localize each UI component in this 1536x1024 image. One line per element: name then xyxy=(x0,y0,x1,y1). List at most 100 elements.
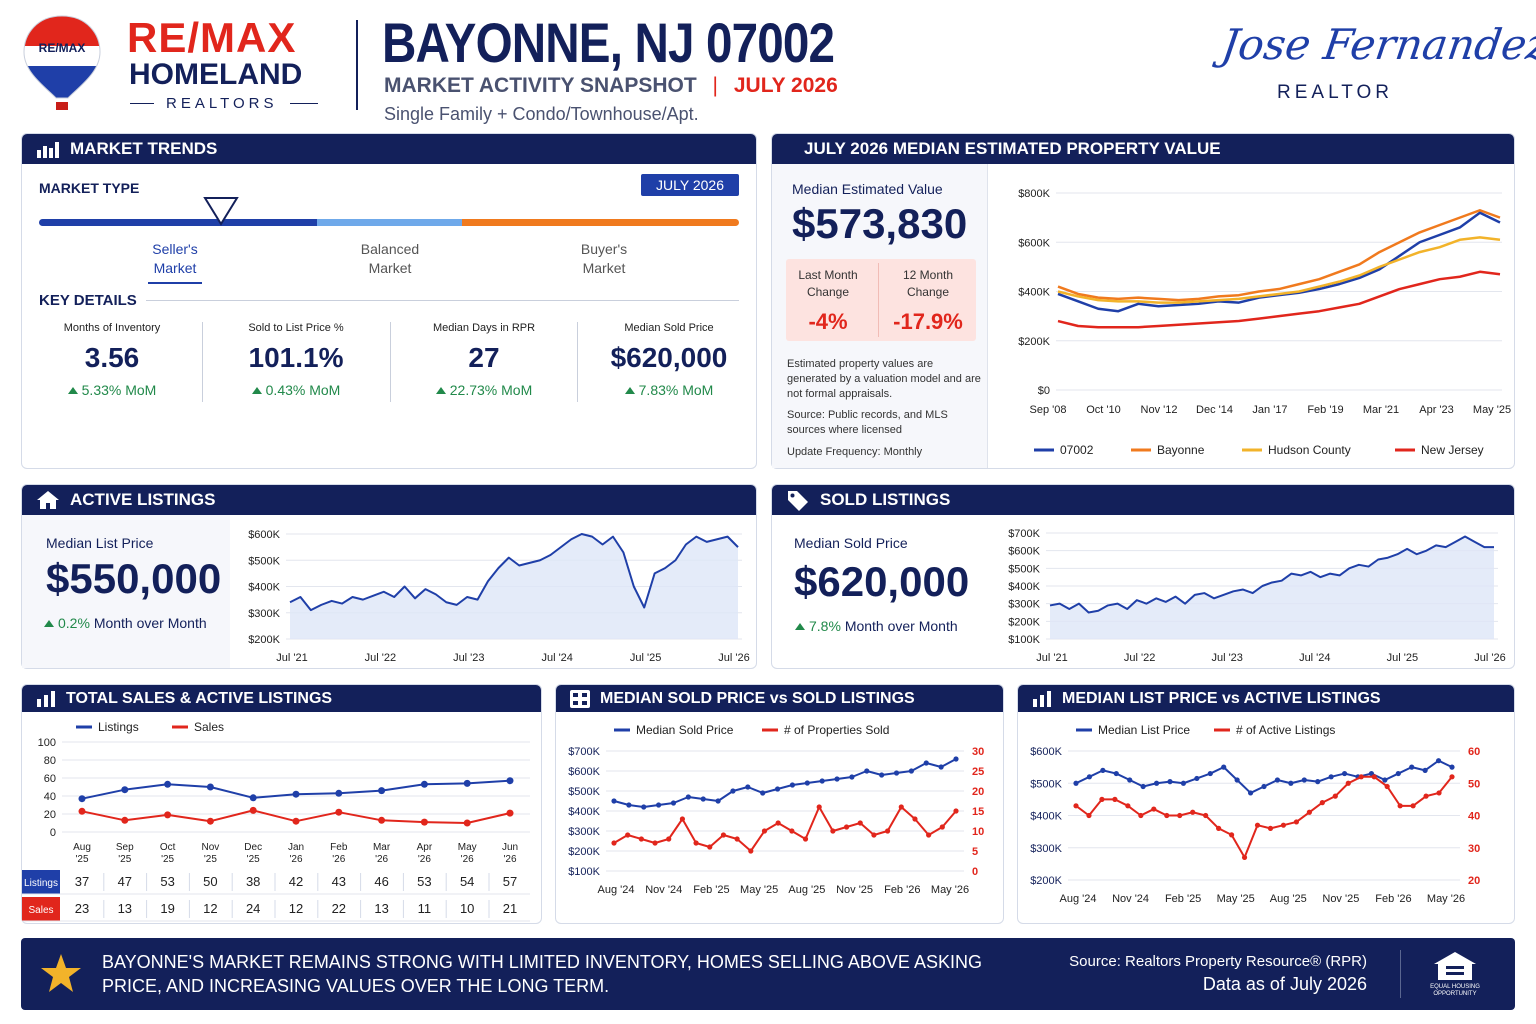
detail-title: Median Days in RPR xyxy=(432,322,536,334)
total-sales-title: TOTAL SALES & ACTIVE LISTINGS xyxy=(66,689,333,707)
x-tick-label: Feb '26 xyxy=(1375,893,1411,905)
data-point xyxy=(1435,758,1442,764)
data-point xyxy=(1125,803,1131,809)
series-line xyxy=(613,758,957,808)
x-tick-label: May xyxy=(458,842,477,853)
data-point xyxy=(804,780,810,786)
data-point xyxy=(734,836,740,842)
table-cell: 46 xyxy=(374,874,388,889)
data-point xyxy=(775,820,781,826)
x-tick-label: Dec xyxy=(244,842,262,853)
up-arrow-icon xyxy=(795,623,805,630)
y-tick-label: $0 xyxy=(1038,385,1050,397)
sold-listings-header: SOLD LISTINGS xyxy=(772,485,1514,515)
table-cell: 23 xyxy=(75,901,89,916)
y-tick-label: $700K xyxy=(568,746,600,758)
y-tick-label: $300K xyxy=(248,608,280,620)
brand-homeland: HOMELAND xyxy=(129,58,303,91)
data-point xyxy=(816,804,822,810)
valuation-note: Estimated property values are generated … xyxy=(787,358,981,400)
y2-tick-label: 40 xyxy=(1468,811,1480,823)
y-tick-label: $300K xyxy=(1030,843,1062,855)
data-point xyxy=(1228,832,1235,838)
detail-value: 101.1% xyxy=(248,342,344,373)
x-tick-label: '26 xyxy=(332,854,345,865)
y-tick-label: $800K xyxy=(1018,188,1050,200)
data-point xyxy=(1203,812,1209,819)
detail-value: $620,000 xyxy=(610,342,728,373)
data-point xyxy=(1138,812,1144,819)
detail-change-text: 7.83% MoM xyxy=(638,382,714,398)
y-tick-label: $200K xyxy=(248,634,280,646)
data-point xyxy=(871,832,877,838)
x-tick-label: Jul '26 xyxy=(718,652,749,664)
x-tick-label: Nov '24 xyxy=(645,884,682,896)
data-point xyxy=(893,770,900,776)
page-segment: Single Family + Condo/Townhouse/Apt. xyxy=(384,104,699,124)
active-listings-header: ACTIVE LISTINGS xyxy=(22,485,756,515)
data-point xyxy=(121,786,129,794)
y-tick-label: 20 xyxy=(44,809,56,821)
data-point xyxy=(1319,800,1325,806)
key-details-label: KEY DETAILS xyxy=(39,292,137,309)
data-point xyxy=(506,809,514,817)
data-point xyxy=(1167,779,1173,785)
x-tick-label: Feb '25 xyxy=(1165,893,1201,905)
detail-change: 0.43% MoM xyxy=(221,382,371,398)
y2-tick-label: 30 xyxy=(972,746,984,758)
y2-tick-label: 20 xyxy=(972,786,984,798)
footer-message: BAYONNE'S MARKET REMAINS STRONG WITH LIM… xyxy=(102,952,982,996)
series-line xyxy=(289,533,739,612)
property-value-chart: $800K $600K $400K $200K $0 Sep '08 Oct '10 Nov … xyxy=(1018,188,1511,457)
y-tick-label: 40 xyxy=(44,791,56,803)
data-point xyxy=(1371,774,1377,780)
detail-title: Sold to List Price % xyxy=(248,322,344,334)
change-box-divider xyxy=(878,263,879,337)
data-point xyxy=(898,804,904,810)
data-point xyxy=(843,824,850,830)
median-list-change: 0.2% Month over Month xyxy=(44,615,207,631)
legend-label: Bayonne xyxy=(1157,443,1205,457)
table-cell: 19 xyxy=(160,901,174,916)
footer-asof: Data as of July 2026 xyxy=(1202,974,1367,994)
series-line-bayonne xyxy=(1057,208,1501,302)
data-point xyxy=(78,795,86,803)
data-point xyxy=(923,760,929,766)
row-header-label: Sales xyxy=(28,905,53,916)
data-point xyxy=(1180,780,1187,786)
x-tick-label: Nov '12 xyxy=(1141,404,1178,416)
brand-remax: RE/MAX xyxy=(127,14,297,61)
y-tick-label: $400K xyxy=(1018,287,1050,299)
data-point xyxy=(1221,764,1227,770)
data-point xyxy=(335,789,343,797)
data-point xyxy=(1449,774,1455,780)
detail-change: 22.73% MoM xyxy=(409,382,559,398)
data-point xyxy=(939,824,945,830)
data-point xyxy=(700,796,706,802)
data-point xyxy=(1100,767,1106,773)
median-estimated-value: $573,830 xyxy=(792,200,968,247)
data-point xyxy=(378,816,386,824)
data-point xyxy=(730,788,736,794)
x-tick-label: '25 xyxy=(75,854,88,865)
data-point xyxy=(378,787,386,795)
page-period: JULY 2026 xyxy=(733,74,838,97)
y-tick-label: $500K xyxy=(248,555,280,567)
page-title: BAYONNE, NJ 07002 xyxy=(382,11,835,74)
data-point xyxy=(1382,777,1388,783)
total-sales-header: TOTAL SALES & ACTIVE LISTINGS xyxy=(22,685,541,712)
twelve-month-value: -17.9% xyxy=(893,309,963,334)
data-point xyxy=(1436,790,1442,796)
data-point xyxy=(679,816,685,822)
seller-market-underline xyxy=(148,282,202,284)
data-point xyxy=(1177,812,1183,819)
table-cell: 12 xyxy=(289,901,303,916)
data-point xyxy=(1086,774,1093,780)
x-tick-label: Feb xyxy=(330,842,348,853)
last-month-value: -4% xyxy=(808,309,848,334)
data-point xyxy=(1190,809,1196,815)
y-tick-label: $300K xyxy=(568,826,600,838)
data-point xyxy=(745,784,751,790)
data-point xyxy=(506,777,514,785)
data-point xyxy=(206,783,214,791)
